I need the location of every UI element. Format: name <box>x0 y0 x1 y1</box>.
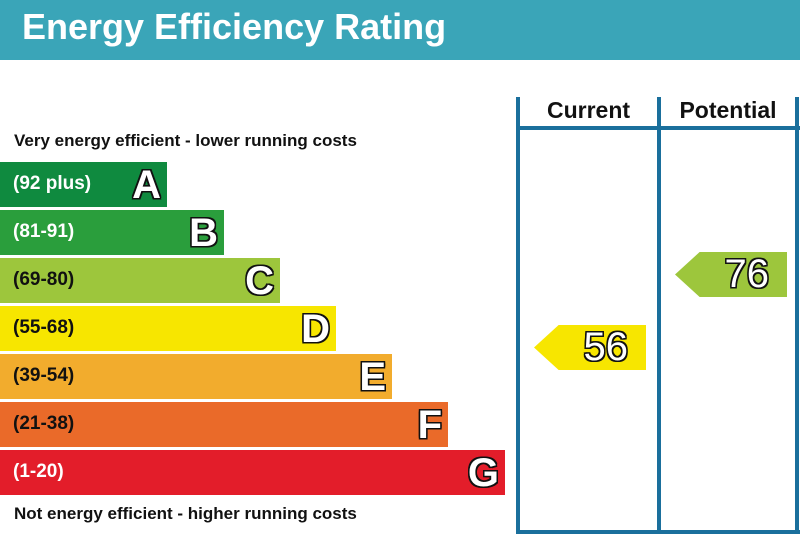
potential-header: Potential <box>679 97 777 123</box>
band-letter: D <box>301 307 330 351</box>
current-rating-arrow: 56 <box>534 325 646 370</box>
band-letter: G <box>467 451 499 495</box>
band-f: (21-38) F <box>0 402 448 447</box>
band-range: (21-38) <box>13 413 75 434</box>
band-g: (1-20) G <box>0 450 505 495</box>
potential-rating-arrow: 76 <box>675 252 787 297</box>
band-e: (39-54) E <box>0 354 392 399</box>
band-letter: A <box>132 163 161 207</box>
band-letter: C <box>245 259 274 303</box>
band-letter: F <box>417 403 442 447</box>
band-d: (55-68) D <box>0 306 336 351</box>
band-range: (92 plus) <box>13 173 92 194</box>
title: Energy Efficiency Rating <box>22 6 447 47</box>
potential-rating-value: 76 <box>724 252 770 296</box>
current-rating-value: 56 <box>583 325 629 369</box>
divider <box>795 97 799 534</box>
current-header: Current <box>546 97 631 123</box>
band-letter: E <box>359 355 386 399</box>
divider <box>657 97 661 534</box>
band-b: (81-91) B <box>0 210 224 255</box>
divider <box>516 97 520 534</box>
band-c: (69-80) C <box>0 258 280 303</box>
header: Energy Efficiency Rating <box>0 0 800 60</box>
band-letter: B <box>189 211 218 255</box>
band-range: (1-20) <box>13 461 64 482</box>
band-range: (69-80) <box>13 269 75 290</box>
bottom-note: Not energy efficient - higher running co… <box>14 504 357 523</box>
top-note: Very energy efficient - lower running co… <box>14 131 357 150</box>
band-a: (92 plus) A <box>0 162 167 207</box>
divider <box>518 126 800 130</box>
band-range: (81-91) <box>13 221 75 242</box>
divider <box>518 530 800 534</box>
band-range: (39-54) <box>13 365 75 386</box>
band-range: (55-68) <box>13 317 75 338</box>
